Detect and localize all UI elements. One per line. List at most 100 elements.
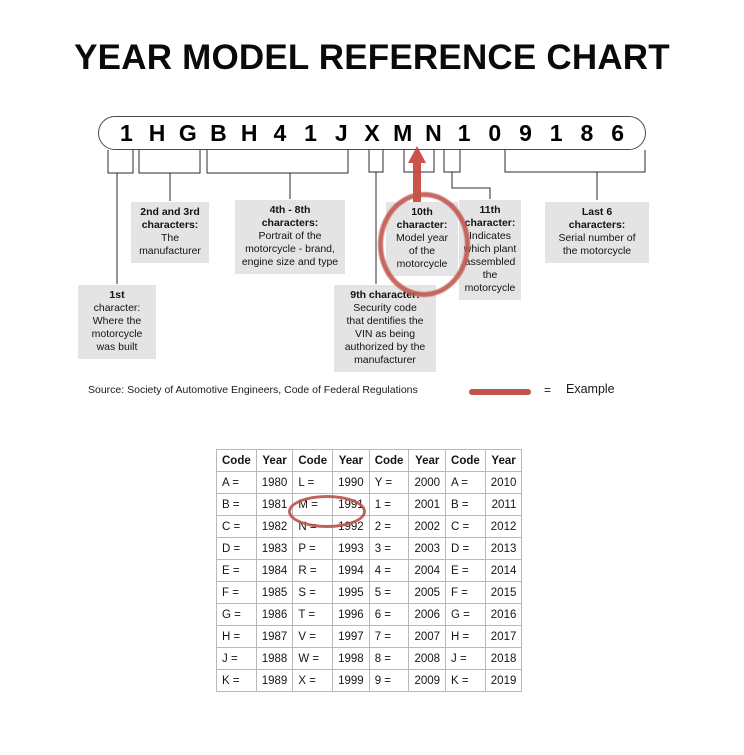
callout-line: motorcycle - brand, [245, 243, 335, 255]
table-row: E = 1984 R = 1994 4 = 2004 E = 2014 [216, 559, 523, 582]
code-cell: G = [445, 603, 486, 626]
column-header: Year [484, 449, 523, 472]
code-cell: S = [292, 581, 334, 604]
code-cell: B = [216, 493, 257, 516]
year-cell: 1995 [332, 581, 370, 604]
code-cell: W = [292, 647, 334, 670]
column-header: Year [332, 449, 370, 472]
year-cell: 2017 [484, 625, 523, 648]
code-cell: 2 = [368, 515, 410, 538]
vin-character-14: 9 [519, 120, 532, 146]
source-legend-row: Source: Society of Automotive Engineers,… [88, 382, 648, 400]
vin-character-7: 1 [304, 120, 317, 146]
year-cell: 1996 [332, 603, 370, 626]
callout-line: the motorcycle [562, 245, 632, 257]
year-code-table: Code Year Code Year Code Year Code Year … [216, 449, 523, 692]
year-cell: 2016 [484, 603, 523, 626]
callout-heading: 2nd and 3rd [140, 206, 200, 218]
callout-heading: 4th - 8th [269, 204, 311, 216]
year-cell: 2003 [408, 537, 447, 560]
table-row: F = 1985 S = 1995 5 = 2005 F = 2015 [216, 581, 523, 604]
code-cell: 4 = [368, 559, 410, 582]
table-row: J = 1988 W = 1998 8 = 2008 J = 2018 [216, 647, 523, 670]
vin-character-13: 0 [488, 120, 502, 146]
year-cell: 2015 [484, 581, 523, 604]
code-cell: D = [445, 537, 486, 560]
code-cell: 6 = [368, 603, 410, 626]
code-cell: J = [445, 647, 486, 670]
callout-line: characters: [568, 219, 626, 231]
vin-character-6: 4 [273, 120, 287, 146]
callout-9th-character: 9th character: Security code that dentif… [334, 285, 436, 372]
callout-line: was built [96, 341, 138, 353]
code-cell: 8 = [368, 647, 410, 670]
vin-character-5: H [240, 120, 258, 146]
year-cell: 2019 [484, 669, 523, 692]
year-cell: 2013 [484, 537, 523, 560]
code-cell: 5 = [368, 581, 410, 604]
code-cell: B = [445, 493, 486, 516]
callout-line: characters: [141, 219, 199, 231]
callout-line: VIN as being [354, 328, 416, 340]
code-cell: L = [292, 471, 334, 494]
callout-last-6-characters: Last 6 characters: Serial number of the … [545, 202, 649, 263]
year-cell: 1989 [255, 669, 294, 692]
table-row: C = 1982 N = 1992 2 = 2002 C = 2012 [216, 515, 523, 538]
callout-line: character: [93, 302, 141, 314]
table-row: G = 1986 T = 1996 6 = 2006 G = 2016 [216, 603, 523, 626]
callout-line: The [160, 232, 180, 244]
callout-line: that dentifies the [346, 315, 424, 327]
vin-character-3: G [178, 120, 197, 146]
vin-character-8: J [334, 120, 348, 146]
vin-character-10: M [393, 120, 413, 146]
callout-line: the [482, 269, 498, 281]
callout-line: character: [464, 217, 516, 229]
table-row: D = 1983 P = 1993 3 = 2003 D = 2013 [216, 537, 523, 560]
vin-character-11: N [425, 120, 442, 146]
year-cell: 2002 [408, 515, 447, 538]
vin-character-4: B [210, 120, 227, 146]
year-cell: 1993 [332, 537, 370, 560]
callout-line: engine size and type [241, 256, 339, 268]
year-cell: 2007 [408, 625, 447, 648]
code-cell: F = [445, 581, 486, 604]
code-cell: A = [216, 471, 257, 494]
code-cell: P = [292, 537, 334, 560]
callout-line: Where the [92, 315, 142, 327]
column-header: Code [445, 449, 486, 472]
year-cell: 2005 [408, 581, 447, 604]
callout-line: characters: [261, 217, 319, 229]
code-cell: R = [292, 559, 334, 582]
red-circle-highlight-10th-character [378, 192, 470, 297]
callout-line: authorized by the [344, 341, 426, 353]
table-header-row: Code Year Code Year Code Year Code Year [216, 449, 523, 472]
code-cell: D = [216, 537, 257, 560]
table-row: A = 1980 L = 1990 Y = 2000 A = 2010 [216, 471, 523, 494]
year-cell: 2004 [408, 559, 447, 582]
vin-character-12: 1 [457, 120, 471, 146]
code-cell: V = [292, 625, 334, 648]
code-cell: 9 = [368, 669, 410, 692]
code-cell: Y = [368, 471, 410, 494]
code-cell: K = [445, 669, 486, 692]
callout-line: Indicates [468, 230, 512, 242]
callout-line: Serial number of [558, 232, 636, 244]
code-cell: C = [216, 515, 257, 538]
year-cell: 1980 [255, 471, 294, 494]
callout-1st-character: 1st character: Where the motorcycle was … [78, 285, 156, 359]
callout-heading: 1st [109, 289, 125, 301]
callout-line: assembled [464, 256, 516, 268]
year-cell: 2008 [408, 647, 447, 670]
year-cell: 1984 [255, 559, 294, 582]
legend-label: Example [566, 382, 615, 396]
year-cell: 1990 [332, 471, 370, 494]
callout-line: which plant [463, 243, 517, 255]
table-row: B = 1981 M = 1991 1 = 2001 B = 2011 [216, 493, 523, 516]
year-cell: 1987 [255, 625, 294, 648]
vin-character-15: 1 [549, 120, 563, 146]
legend-equals-sign: = [544, 383, 552, 397]
code-cell: H = [216, 625, 257, 648]
year-cell: 1988 [255, 647, 294, 670]
table-row: H = 1987 V = 1997 7 = 2007 H = 2017 [216, 625, 523, 648]
